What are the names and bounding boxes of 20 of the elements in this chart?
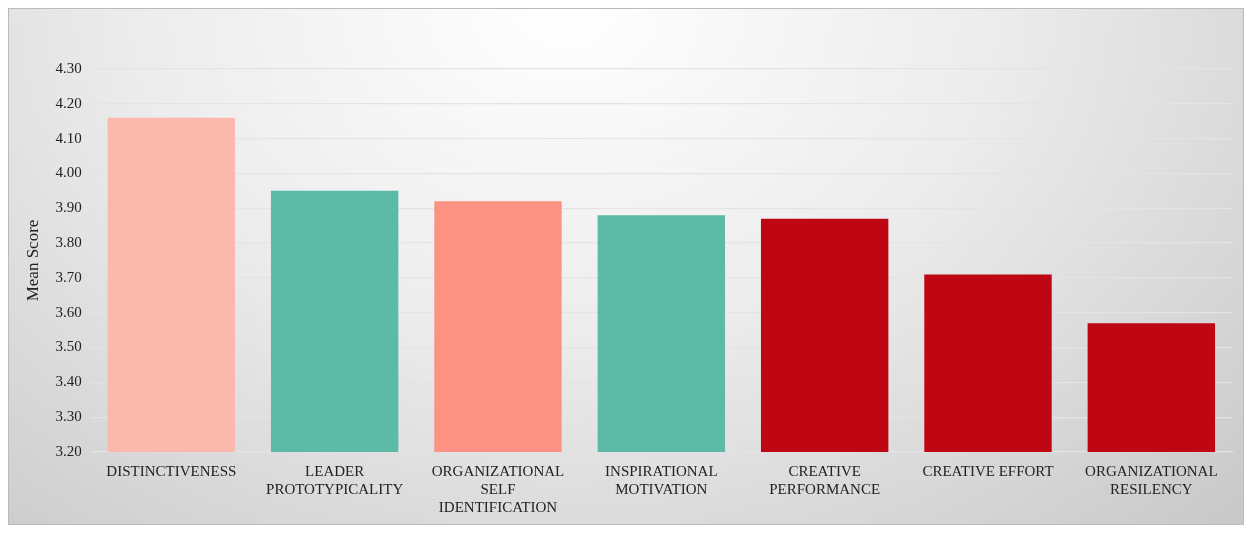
x-tick-label: ORGANIZATIONAL SELF IDENTIFICATION	[431, 462, 565, 515]
x-tick-label: CREATIVE PERFORMANCE	[769, 462, 881, 497]
y-tick-label: 4.00	[55, 164, 82, 181]
y-axis-title: Mean Score	[22, 219, 42, 302]
y-tick-label: 4.20	[55, 94, 82, 111]
y-tick-label: 3.30	[55, 408, 82, 425]
y-tick-label: 4.30	[55, 59, 82, 76]
x-tick-label: INSPIRATIONAL MOTIVATION	[605, 462, 718, 497]
y-tick-label: 3.60	[55, 303, 82, 320]
y-tick-label: 3.70	[55, 268, 82, 285]
x-tick-label: ORGANIZATIONAL RESILENCY	[1085, 462, 1218, 497]
y-tick-label: 3.50	[55, 338, 82, 355]
x-tick-label: DISTINCTIVENESS	[106, 462, 237, 479]
y-tick-label: 3.40	[55, 373, 82, 390]
x-tick-label: LEADER PROTOTYPICALITY	[266, 462, 404, 497]
x-tick-label: CREATIVE EFFORT	[922, 462, 1054, 479]
y-tick-label: 4.10	[55, 129, 82, 146]
y-tick-label: 3.80	[55, 234, 82, 251]
y-tick-label: 3.20	[55, 442, 82, 459]
y-tick-label: 3.90	[55, 199, 82, 216]
